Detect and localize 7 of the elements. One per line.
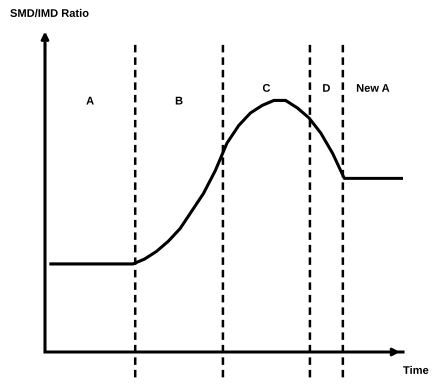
annotation: A (86, 96, 94, 104)
text: D (323, 84, 330, 92)
text: C (262, 84, 270, 92)
annotation: B (176, 96, 183, 104)
x-axis-title: Time (403, 366, 428, 374)
text: New A (356, 84, 390, 92)
text: SMD/IMD Ratio (10, 8, 89, 18)
